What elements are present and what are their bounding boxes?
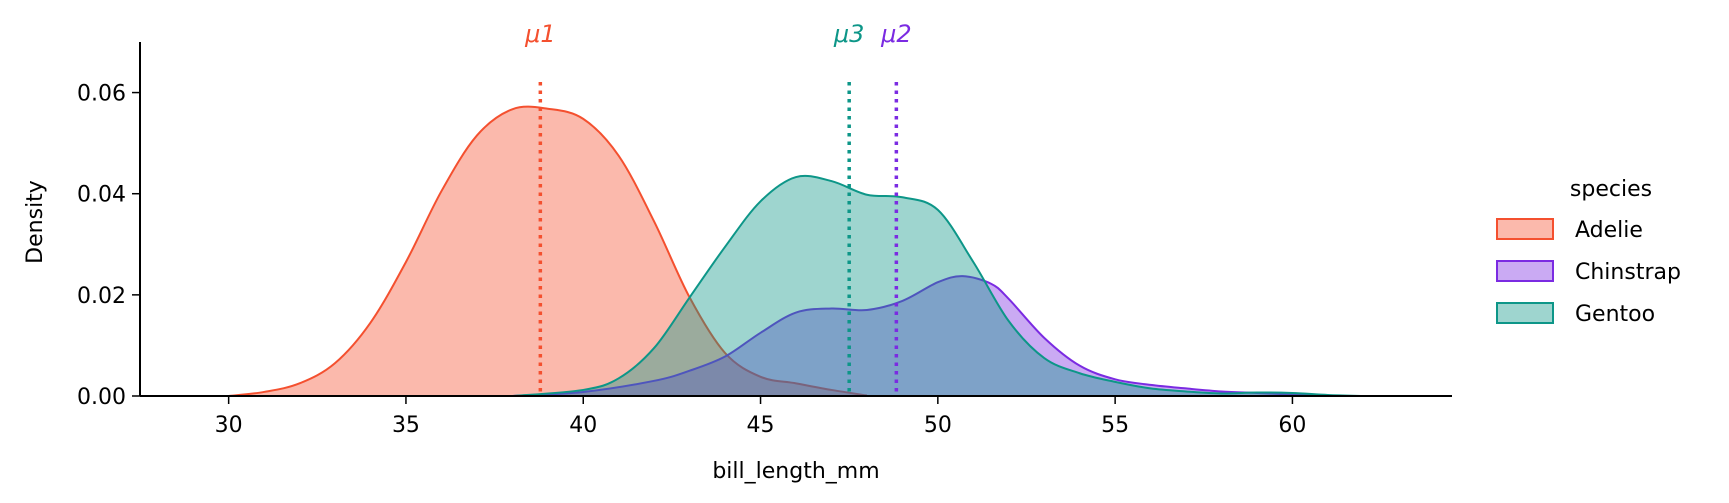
y-tick-label: 0.00 bbox=[77, 385, 126, 410]
x-tick-label: 50 bbox=[924, 413, 952, 438]
x-tick-label: 60 bbox=[1278, 413, 1306, 438]
legend-swatch-adelie bbox=[1496, 218, 1554, 240]
density-areas bbox=[228, 105, 1364, 397]
axes bbox=[139, 42, 1452, 397]
curve-chinstrap bbox=[512, 275, 1328, 397]
y-tick-label: 0.04 bbox=[77, 183, 126, 208]
y-axis-label: Density bbox=[23, 180, 48, 264]
x-tick-label: 55 bbox=[1101, 413, 1129, 438]
legend-label-chinstrap: Chinstrap bbox=[1575, 260, 1681, 285]
tick-labels: 30 35 40 45 50 55 60 0.00 0.02 0.04 0.06 bbox=[77, 82, 1306, 438]
x-tick-label: 35 bbox=[392, 413, 420, 438]
mean-label: μ2 bbox=[880, 20, 912, 48]
legend: species Adelie Chinstrap Gentoo bbox=[1496, 177, 1681, 327]
legend-swatch-chinstrap bbox=[1496, 260, 1554, 282]
curve-gentoo bbox=[512, 174, 1364, 397]
x-tick-label: 45 bbox=[747, 413, 775, 438]
mean-label: μ3 bbox=[833, 20, 865, 48]
curve-adelie bbox=[228, 105, 868, 397]
legend-label-adelie: Adelie bbox=[1575, 218, 1643, 243]
area-adelie bbox=[228, 106, 867, 397]
area-chinstrap bbox=[512, 276, 1328, 396]
x-tick-label: 40 bbox=[569, 413, 597, 438]
legend-label-gentoo: Gentoo bbox=[1575, 302, 1655, 327]
legend-title: species bbox=[1570, 177, 1652, 202]
legend-swatch-gentoo bbox=[1496, 302, 1554, 324]
mean-lines: μ1 μ2 μ3 bbox=[524, 20, 912, 396]
y-tick-label: 0.06 bbox=[77, 82, 126, 107]
y-tick-label: 0.02 bbox=[77, 284, 126, 309]
x-axis-label: bill_length_mm bbox=[712, 459, 879, 484]
mean-label: μ1 bbox=[524, 20, 556, 48]
x-tick-label: 30 bbox=[215, 413, 243, 438]
area-gentoo bbox=[512, 175, 1364, 396]
